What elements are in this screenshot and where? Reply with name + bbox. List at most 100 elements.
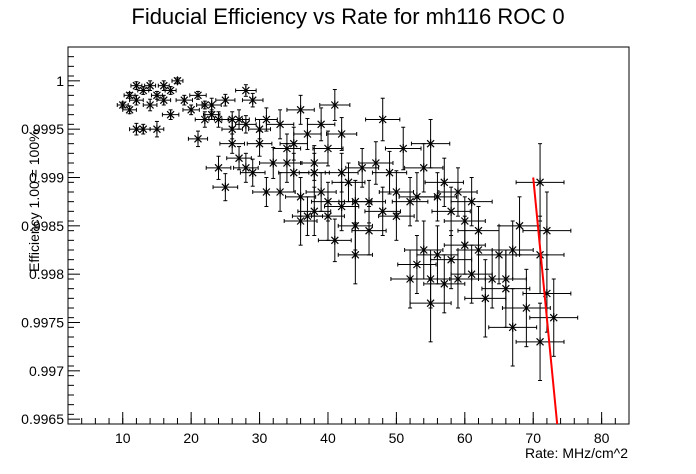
data-point bbox=[312, 130, 344, 167]
data-point bbox=[271, 143, 303, 183]
y-tick-label: 0.9995 bbox=[21, 121, 64, 137]
data-point bbox=[137, 86, 150, 95]
data-point bbox=[430, 230, 473, 290]
data-point bbox=[215, 93, 236, 107]
data-point bbox=[365, 97, 401, 142]
y-tick-label: 0.997 bbox=[29, 363, 64, 379]
x-axis: 10 20 30 40 50 60 70 80 bbox=[81, 412, 630, 446]
data-point bbox=[283, 196, 318, 246]
y-tick-label: 0.9985 bbox=[21, 218, 64, 234]
data-point bbox=[529, 278, 579, 357]
data-point bbox=[326, 117, 358, 151]
data-point bbox=[498, 196, 541, 256]
data-point bbox=[116, 100, 129, 110]
data-point bbox=[235, 115, 257, 134]
data-point bbox=[317, 218, 352, 263]
data-point bbox=[226, 146, 252, 171]
data-point bbox=[306, 107, 336, 142]
data-point bbox=[264, 172, 296, 212]
data-point bbox=[228, 109, 250, 130]
data-point bbox=[410, 119, 451, 169]
data-point bbox=[305, 172, 337, 212]
data-point bbox=[311, 191, 345, 241]
data-point bbox=[286, 94, 315, 125]
data-point bbox=[189, 90, 207, 100]
data-point bbox=[443, 215, 486, 275]
data-point bbox=[208, 111, 229, 128]
data-point bbox=[205, 155, 232, 180]
data-point bbox=[345, 148, 380, 188]
data-point bbox=[488, 288, 538, 367]
data-point bbox=[404, 143, 444, 193]
x-tick-label: 40 bbox=[320, 430, 336, 446]
x-tick-label: 30 bbox=[252, 430, 268, 446]
data-point bbox=[515, 302, 565, 381]
data-point bbox=[144, 80, 157, 91]
data-point bbox=[175, 94, 194, 106]
data-point bbox=[130, 81, 143, 91]
y-axis-label: Efficiency 1.00 = 100% bbox=[26, 129, 42, 272]
data-point bbox=[358, 141, 394, 185]
data-point bbox=[129, 94, 144, 106]
chart-title: Fiducial Efficiency vs Rate for mh116 RO… bbox=[131, 4, 565, 29]
data-point bbox=[398, 172, 436, 222]
data-point bbox=[464, 259, 507, 338]
data-point bbox=[450, 244, 493, 304]
x-tick-label: 70 bbox=[525, 430, 541, 446]
data-point bbox=[122, 105, 137, 115]
data-point bbox=[142, 98, 158, 112]
data-point bbox=[416, 225, 459, 285]
data-point bbox=[201, 97, 222, 113]
data-point bbox=[157, 80, 170, 91]
data-point bbox=[246, 130, 273, 157]
x-tick-label: 10 bbox=[115, 430, 131, 446]
data-point bbox=[239, 158, 266, 187]
data-point bbox=[450, 177, 493, 227]
data-point bbox=[324, 181, 360, 232]
data-point bbox=[424, 157, 464, 207]
y-axis: 0.9965 0.997 0.9975 0.998 0.9985 0.999 0.9995 1 bbox=[21, 46, 80, 427]
data-point bbox=[337, 225, 373, 285]
data-point bbox=[501, 268, 551, 348]
data-point bbox=[364, 186, 401, 236]
y-tick-label: 0.9965 bbox=[21, 411, 64, 427]
y-tick-label: 0.999 bbox=[29, 170, 64, 186]
data-point bbox=[371, 150, 408, 195]
data-point bbox=[164, 86, 177, 95]
data-point bbox=[438, 167, 478, 217]
data-point bbox=[156, 94, 172, 106]
data-point bbox=[378, 191, 415, 241]
data-point bbox=[254, 107, 278, 132]
data-point bbox=[384, 126, 422, 171]
data-point bbox=[477, 225, 521, 285]
data-point bbox=[265, 109, 295, 140]
data-point bbox=[431, 186, 471, 236]
x-tick-label: 60 bbox=[457, 430, 473, 446]
y-tick-label: 0.998 bbox=[29, 266, 64, 282]
data-points bbox=[116, 76, 579, 381]
data-point bbox=[298, 152, 330, 193]
data-point bbox=[331, 162, 366, 203]
x-tick-label: 80 bbox=[594, 430, 610, 446]
data-point bbox=[409, 264, 452, 343]
data-point bbox=[149, 120, 165, 138]
data-point bbox=[182, 104, 200, 116]
x-axis-label: Rate: MHz/cm^2 bbox=[524, 445, 628, 461]
fit-line bbox=[532, 177, 559, 425]
x-tick-label: 50 bbox=[389, 430, 405, 446]
data-point bbox=[241, 92, 264, 108]
data-point bbox=[481, 249, 531, 328]
data-point bbox=[515, 143, 565, 222]
data-point bbox=[187, 130, 209, 148]
data-point bbox=[491, 220, 534, 280]
plot-frame bbox=[67, 46, 630, 425]
data-point bbox=[391, 177, 429, 227]
data-point bbox=[235, 84, 257, 97]
data-point bbox=[212, 173, 239, 202]
fit-line-group bbox=[532, 177, 559, 425]
y-tick-label: 1 bbox=[56, 73, 64, 89]
data-point bbox=[404, 220, 444, 280]
data-point bbox=[161, 109, 180, 120]
